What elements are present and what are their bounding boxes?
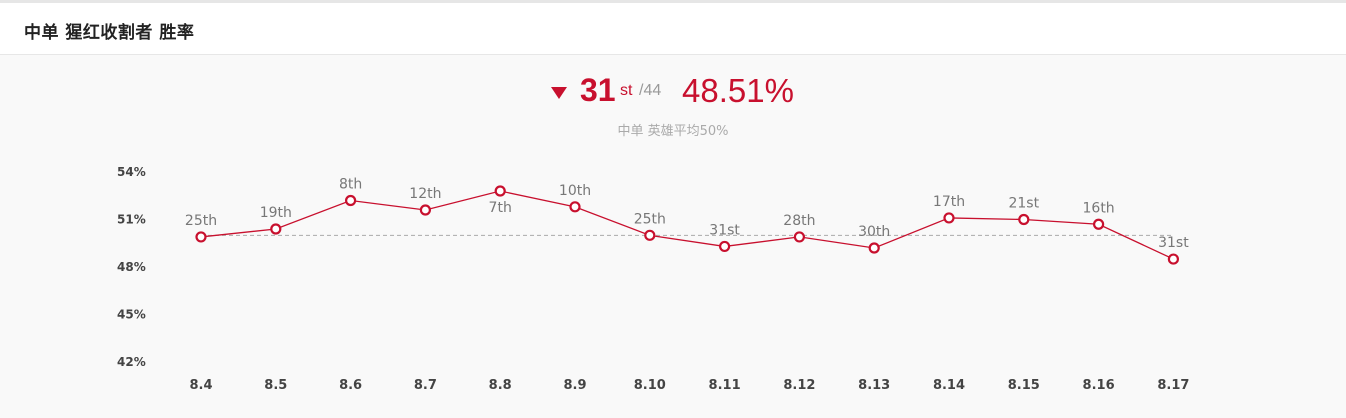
data-point	[718, 240, 731, 253]
data-point	[569, 201, 581, 213]
point-rank-label: 7th	[489, 200, 512, 216]
x-tick-label: 8.12	[783, 378, 815, 393]
y-tick-label: 42%	[117, 355, 146, 369]
x-tick-label: 8.16	[1083, 378, 1115, 393]
data-point	[419, 204, 431, 216]
point-rank-label: 10th	[559, 183, 591, 199]
rank-total: /44	[639, 82, 662, 99]
series-line	[200, 190, 1174, 260]
trend-down-icon	[551, 87, 567, 99]
data-point	[270, 223, 282, 235]
x-tick-label: 8.14	[933, 378, 965, 393]
data-point	[793, 231, 806, 243]
y-tick-label: 54%	[117, 165, 146, 179]
average-note: 中单 英雄平均50%	[617, 124, 729, 139]
data-point	[943, 212, 955, 224]
point-rank-label: 28th	[783, 213, 815, 229]
data-point	[644, 229, 656, 241]
x-tick-label: 8.5	[264, 378, 287, 393]
y-tick-label: 48%	[117, 260, 146, 274]
point-rank-label: 31st	[1158, 235, 1189, 251]
x-tick-label: 8.13	[858, 378, 890, 393]
data-point	[868, 242, 880, 254]
top-strip	[0, 0, 1346, 3]
point-rank-label: 12th	[409, 186, 441, 202]
data-point	[195, 231, 207, 243]
x-tick-label: 8.15	[1008, 378, 1040, 393]
point-rank-label: 30th	[858, 224, 890, 240]
data-point	[1018, 213, 1030, 226]
x-tick-label: 8.6	[339, 378, 362, 393]
point-rank-label: 17th	[933, 194, 965, 210]
x-tick-label: 8.9	[563, 378, 586, 393]
rank-suffix: st	[620, 82, 633, 99]
point-rank-label: 16th	[1083, 200, 1115, 216]
x-tick-label: 8.8	[489, 378, 512, 393]
data-point	[494, 185, 506, 197]
panel-header: 中单 猩红收割者 胜率	[0, 3, 1346, 55]
page-title: 中单 猩红收割者 胜率	[24, 23, 195, 43]
x-tick-label: 8.10	[634, 378, 666, 393]
data-point	[1092, 218, 1105, 230]
point-rank-label: 21st	[1008, 196, 1039, 212]
rank-summary: 31 st /44 48.51%	[0, 70, 1346, 120]
x-tick-label: 8.17	[1157, 378, 1189, 393]
x-tick-label: 8.4	[189, 378, 212, 393]
point-rank-label: 19th	[260, 205, 292, 221]
point-rank-label: 31st	[709, 222, 740, 238]
point-rank-label: 25th	[634, 211, 666, 227]
x-tick-label: 8.7	[414, 378, 437, 393]
data-point	[345, 194, 357, 207]
rank-number: 31	[580, 72, 616, 108]
point-rank-label: 25th	[185, 213, 217, 229]
data-point	[1167, 253, 1180, 265]
y-tick-label: 51%	[117, 213, 146, 227]
point-rank-label: 8th	[339, 177, 362, 193]
x-tick-label: 8.11	[709, 378, 741, 393]
winrate-value: 48.51%	[682, 72, 794, 109]
y-tick-label: 45%	[117, 308, 146, 322]
